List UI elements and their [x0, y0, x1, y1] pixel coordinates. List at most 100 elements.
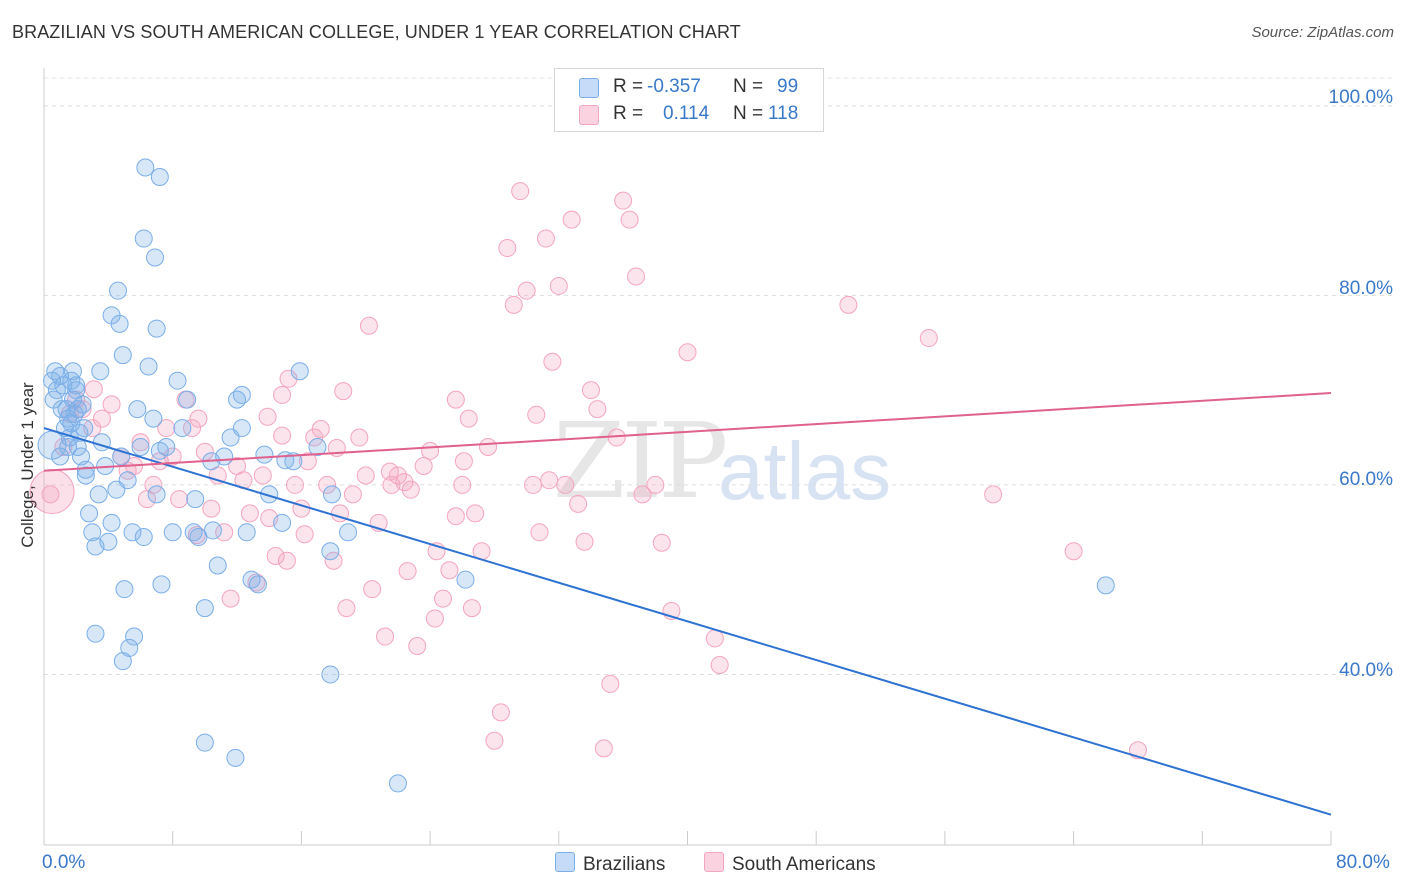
point-brazilians-87 — [68, 400, 87, 419]
point-south-americans-56 — [421, 441, 440, 460]
point-brazilians-12 — [63, 390, 82, 409]
point-brazilians-74 — [146, 248, 165, 267]
point-south-americans-45 — [350, 428, 369, 447]
point-south-americans-114 — [705, 629, 724, 648]
point-south-americans-39 — [311, 420, 330, 439]
point-brazilians-68 — [456, 570, 475, 589]
trend-line-south-americans — [43, 392, 1332, 472]
point-south-americans-103 — [454, 452, 473, 471]
point-south-americans-96 — [1064, 542, 1083, 561]
point-brazilians-19 — [75, 419, 94, 438]
legend-swatch-south-americans — [579, 105, 599, 125]
point-brazilians-18 — [73, 395, 92, 414]
point-south-americans-25 — [221, 589, 240, 608]
point-south-americans-109 — [446, 507, 465, 526]
point-south-americans-37 — [298, 452, 317, 471]
series-south-americans-points — [29, 182, 1147, 760]
point-south-americans-15 — [157, 419, 176, 438]
point-brazilians-cluster — [37, 430, 67, 460]
point-south-americans-17 — [170, 490, 189, 509]
point-south-americans-53 — [401, 480, 420, 499]
point-brazilians-40 — [152, 575, 171, 594]
point-brazilians-57 — [248, 575, 267, 594]
point-brazilians-24 — [89, 485, 108, 504]
bottom-legend-brazilians: Brazilians — [555, 852, 665, 876]
point-south-americans-33 — [273, 385, 292, 404]
point-south-americans-87 — [620, 210, 639, 229]
point-brazilians-67 — [388, 774, 407, 793]
point-south-americans-84 — [601, 674, 620, 693]
point-south-americans-52 — [395, 473, 414, 492]
point-south-americans-72 — [524, 475, 543, 494]
source-credit: Source: ZipAtlas.com — [1251, 24, 1394, 41]
x-tick-label-max: 80.0% — [1336, 852, 1390, 873]
point-brazilians-36 — [134, 528, 153, 547]
point-south-americans-85 — [607, 428, 626, 447]
correlation-legend: R = -0.357 N = 99 R = 0.114 N = 118 — [554, 68, 824, 132]
series-brazilians-points — [37, 158, 1115, 793]
point-brazilians-78 — [86, 624, 105, 643]
trend-line-brazilians — [43, 427, 1332, 816]
point-south-americans-74 — [536, 229, 555, 248]
point-brazilians-98 — [232, 385, 251, 404]
point-brazilians-53 — [228, 390, 247, 409]
point-brazilians-56 — [242, 570, 261, 589]
point-south-americans-100 — [398, 562, 417, 581]
y-tick-label-80: 80.0% — [1339, 278, 1393, 299]
point-brazilians-37 — [139, 357, 158, 376]
point-brazilians-39 — [147, 485, 166, 504]
trend-lines — [43, 392, 1332, 816]
point-brazilians-97 — [91, 362, 110, 381]
point-brazilians-72 — [113, 346, 132, 365]
bottom-legend-swatch-south-americans — [704, 852, 724, 872]
point-brazilians-44 — [173, 419, 192, 438]
point-south-americans-47 — [363, 580, 382, 599]
point-south-americans-71 — [517, 281, 536, 300]
point-south-americans-69 — [504, 295, 523, 314]
point-south-americans-76 — [549, 276, 568, 295]
point-brazilians-38 — [144, 409, 163, 428]
point-brazilians-20 — [76, 466, 95, 485]
chart-title: BRAZILIAN VS SOUTH AMERICAN COLLEGE, UND… — [12, 22, 741, 42]
point-brazilians-90 — [150, 441, 169, 460]
point-south-americans-110 — [527, 405, 546, 424]
point-south-americans-19 — [183, 419, 202, 438]
point-brazilians-65 — [321, 665, 340, 684]
point-brazilians-27 — [99, 532, 118, 551]
point-south-americans-55 — [414, 456, 433, 475]
point-south-americans-101 — [425, 609, 444, 628]
point-brazilians-43 — [168, 371, 187, 390]
bottom-legend-label-south-americans: South Americans — [732, 854, 876, 875]
point-brazilians-64 — [321, 542, 340, 561]
point-south-americans-62 — [459, 409, 478, 428]
point-south-americans-107 — [334, 382, 353, 401]
point-south-americans-46 — [356, 466, 375, 485]
point-brazilians-89 — [76, 460, 95, 479]
point-south-americans-95 — [984, 485, 1003, 504]
point-south-americans-83 — [594, 739, 613, 758]
y-axis-title: College, Under 1 year — [18, 382, 37, 548]
point-brazilians-17 — [72, 447, 91, 466]
point-south-americans-102 — [462, 599, 481, 618]
watermark-atlas: atlas — [718, 426, 892, 517]
point-south-americans-70 — [511, 182, 530, 201]
point-brazilians-79 — [125, 627, 144, 646]
legend-r-value: 0.114 — [663, 103, 710, 124]
point-south-americans-91 — [678, 343, 697, 362]
y-tick-label-100: 100.0% — [1328, 87, 1393, 108]
point-south-americans-1 — [54, 438, 73, 457]
point-south-americans-89 — [633, 485, 652, 504]
point-south-americans-59 — [440, 561, 459, 580]
legend-n-label: N = — [733, 103, 764, 124]
point-south-americans-43 — [337, 599, 356, 618]
point-south-americans-94 — [919, 329, 938, 348]
point-south-americans-82 — [588, 400, 607, 419]
point-brazilians-83 — [226, 748, 245, 767]
point-south-americans-67 — [491, 703, 510, 722]
point-south-americans-65 — [479, 438, 498, 457]
point-brazilians-2 — [46, 362, 65, 381]
point-brazilians-75 — [147, 319, 166, 338]
point-brazilians-51 — [215, 447, 234, 466]
point-south-americans-79 — [569, 494, 588, 513]
point-south-americans-92 — [710, 655, 729, 674]
